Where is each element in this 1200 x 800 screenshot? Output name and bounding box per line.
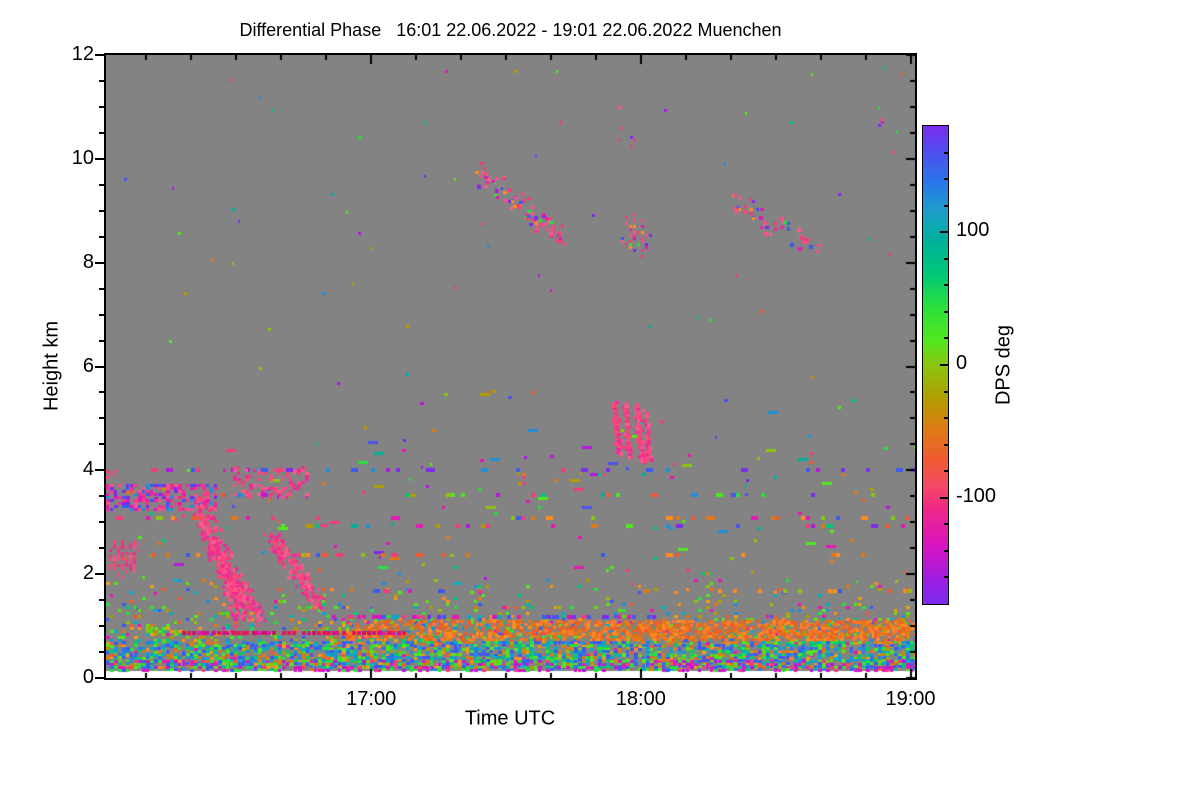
x-tick-label: 18:00 xyxy=(615,688,666,710)
y-tick-mark xyxy=(99,547,104,550)
y-tick-mark xyxy=(99,651,104,654)
y-tick-mark xyxy=(99,495,104,498)
colorbar-tick-mark xyxy=(944,523,948,526)
colorbar-tick-mark xyxy=(944,470,948,473)
y-tick-mark xyxy=(99,105,104,108)
y-tick-mark xyxy=(99,521,104,524)
y-tick-mark xyxy=(95,365,104,368)
y-tick-mark xyxy=(99,599,104,602)
y-tick-mark xyxy=(95,54,104,56)
colorbar-tick-mark xyxy=(944,257,948,260)
y-tick-label: 12 xyxy=(71,43,94,65)
chart-title: Differential Phase 16:01 22.06.2022 - 19… xyxy=(239,20,782,40)
y-tick-mark xyxy=(99,183,104,186)
colorbar-tick-mark xyxy=(940,364,948,366)
colorbar-tick-mark xyxy=(944,549,948,552)
y-tick-mark xyxy=(99,339,104,342)
y-tick-mark xyxy=(95,677,104,679)
y-tick-label: 0 xyxy=(82,666,94,688)
colorbar-tick-mark xyxy=(944,310,948,313)
heatmap-canvas xyxy=(106,55,915,678)
y-tick-mark xyxy=(99,287,104,290)
y-tick-mark xyxy=(99,391,104,394)
y-tick-label: 10 xyxy=(71,146,94,169)
y-tick-mark xyxy=(95,469,104,472)
y-tick-mark xyxy=(95,573,104,576)
x-tick-label: 17:00 xyxy=(346,688,397,710)
y-tick-mark xyxy=(95,157,104,160)
colorbar-tick-label: -100 xyxy=(956,484,997,507)
y-tick-mark xyxy=(99,625,104,628)
colorbar-tick-mark xyxy=(944,337,948,340)
colorbar-label: DPS deg xyxy=(992,324,1015,406)
colorbar-tick-label: 0 xyxy=(956,352,968,374)
y-tick-label: 6 xyxy=(82,354,94,377)
colorbar-tick-mark xyxy=(940,231,948,234)
y-tick-label: 2 xyxy=(82,562,94,585)
y-tick-mark xyxy=(99,131,104,134)
y-tick-mark xyxy=(99,209,104,212)
y-tick-label: 8 xyxy=(82,250,94,273)
y-tick-mark xyxy=(99,443,104,446)
x-axis-label: Time UTC xyxy=(464,707,556,730)
x-tick-label: 19:00 xyxy=(885,688,936,710)
y-tick-mark xyxy=(99,313,104,316)
y-tick-mark xyxy=(99,235,104,238)
y-tick-mark xyxy=(99,417,104,420)
y-tick-label: 4 xyxy=(82,458,94,481)
colorbar-tick-label: 100 xyxy=(956,219,990,242)
plot-frame xyxy=(104,53,917,680)
colorbar-tick-mark xyxy=(944,417,948,420)
colorbar-tick-mark xyxy=(944,204,948,207)
colorbar-tick-mark xyxy=(944,390,948,393)
y-tick-mark xyxy=(95,261,104,264)
y-tick-mark xyxy=(99,79,104,82)
colorbar-tick-mark xyxy=(944,443,948,446)
colorbar-tick-mark xyxy=(944,178,948,181)
colorbar-tick-mark xyxy=(944,576,948,579)
colorbar-tick-mark xyxy=(944,151,948,154)
colorbar-tick-mark xyxy=(944,284,948,287)
colorbar-tick-mark xyxy=(940,496,948,499)
